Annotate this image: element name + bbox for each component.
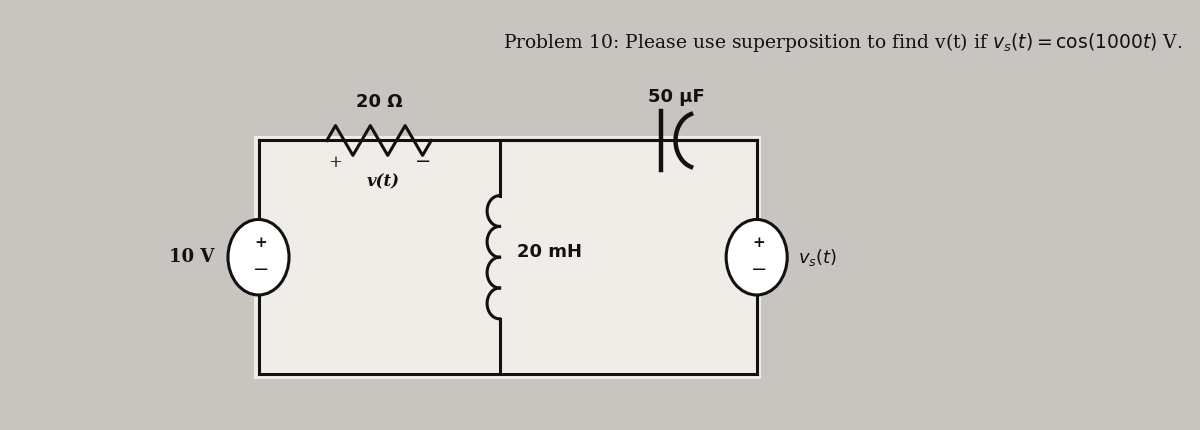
Text: 10 V: 10 V [169, 248, 215, 266]
Text: Problem 10: Please use superposition to find v(t) if $v_s(t) = \cos(1000t)$ V.: Problem 10: Please use superposition to … [503, 31, 1182, 54]
Text: 20 Ω: 20 Ω [355, 93, 402, 111]
Text: $v_s(t)$: $v_s(t)$ [798, 247, 838, 268]
Circle shape [228, 219, 289, 295]
Text: +: + [328, 154, 342, 171]
Bar [254, 135, 761, 379]
Text: +: + [752, 237, 766, 250]
Text: +: + [254, 237, 268, 250]
Text: −: − [415, 154, 432, 171]
Text: −: − [751, 261, 767, 279]
Text: 50 μF: 50 μF [648, 88, 704, 106]
Circle shape [726, 219, 787, 295]
Text: 20 mH: 20 mH [517, 243, 582, 261]
Text: −: − [253, 261, 269, 279]
Text: v(t): v(t) [366, 174, 400, 191]
